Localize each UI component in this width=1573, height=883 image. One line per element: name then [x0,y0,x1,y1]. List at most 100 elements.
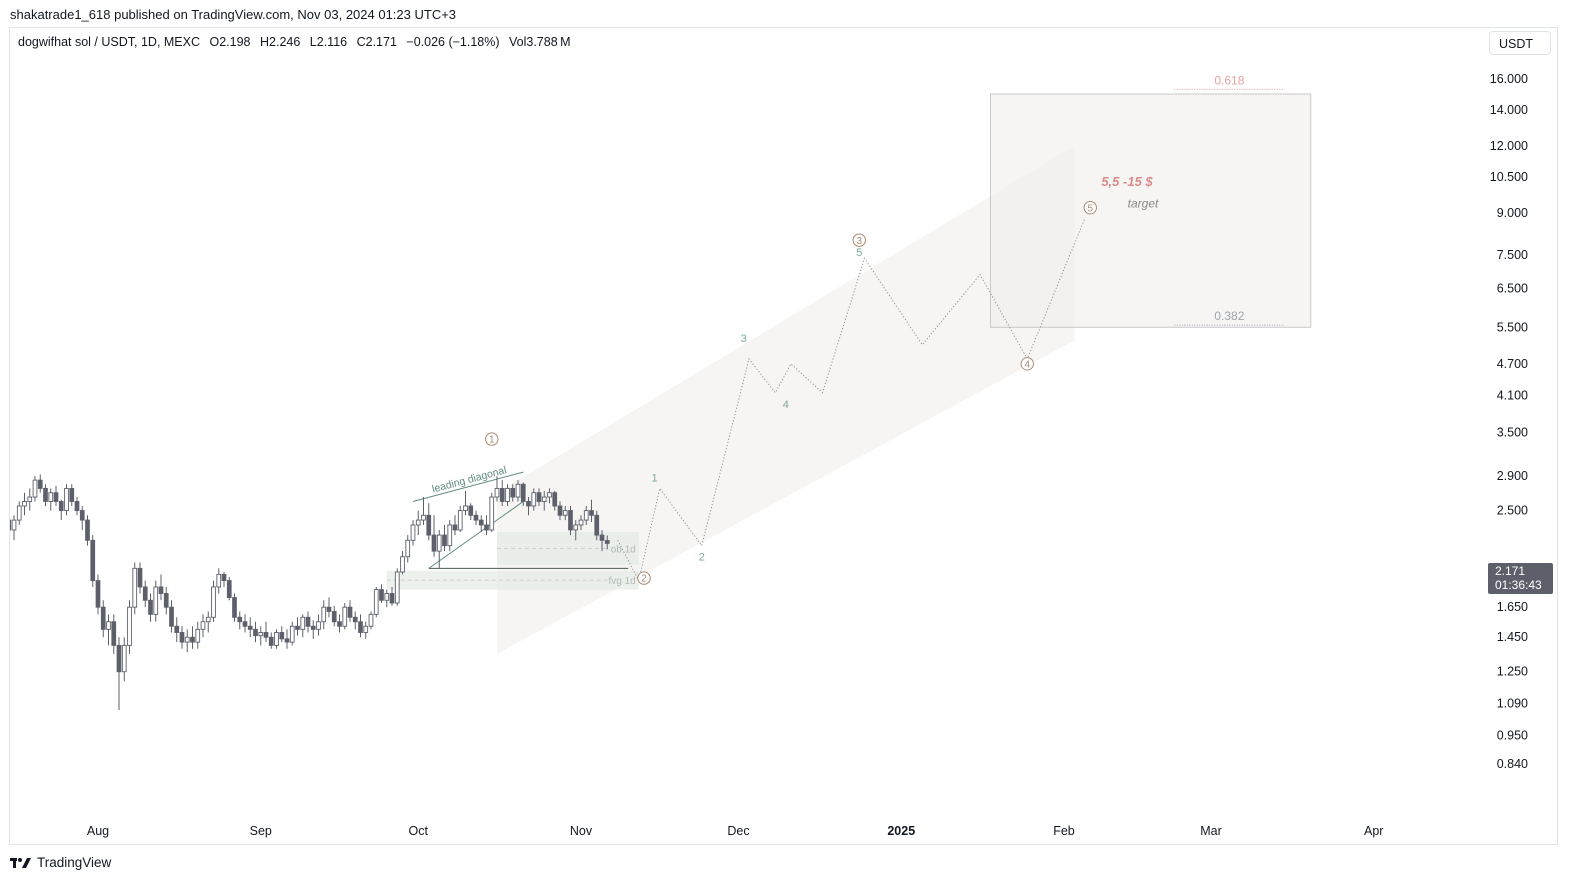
candle [447,520,453,552]
candle [321,600,327,630]
candle-body-down [237,616,243,623]
candle [352,611,358,630]
y-tick-label: 5.500 [1497,320,1528,334]
candle [27,488,33,511]
wave-label-minor-4: 4 [783,399,789,411]
change-value: −0.026 (−1.18%) [406,35,500,49]
candle [389,586,395,606]
candle [174,617,180,643]
candle-body-up [127,606,132,646]
candle [505,484,510,506]
candle-body-down [358,621,363,633]
wave-circle [1083,200,1097,215]
candle-body-down [604,540,610,544]
currency-button[interactable]: USDT [1489,31,1551,55]
candle [594,510,600,541]
candle-body-down [510,487,516,498]
candle [510,484,516,502]
candle [526,497,531,516]
candle-body-down [499,487,505,502]
x-tick-label: Sep [250,824,272,838]
candle [247,617,253,638]
candle [121,637,127,682]
candle [289,621,295,646]
candle [347,600,353,622]
wave-label-primary-5: 5 [1087,203,1093,214]
candle-body-down [58,501,64,512]
candle-body-up [457,510,463,531]
candle-body-down [43,487,48,502]
candle-body-down [478,519,484,526]
y-tick-label: 1.650 [1497,600,1528,614]
candle [583,505,589,525]
symbol-name[interactable]: dogwifhat sol / USDT, 1D, MEXC [18,35,201,49]
candle-body-down [179,632,185,643]
candle-body-down [37,479,43,489]
candle-body-down [69,487,75,502]
publish-info: shakatrade1_618 published on TradingView… [10,7,457,22]
candle-body-up [494,487,500,498]
x-tick-label: Aug [87,824,109,838]
x-tick-label: Oct [409,824,429,838]
candle [562,505,568,521]
candle-body-down [242,621,248,627]
candle [274,629,279,649]
candle-body-down [589,510,594,516]
candle [232,593,237,622]
candle [163,586,169,615]
candle [184,629,190,653]
candle-body-down [484,524,489,531]
fib-label: 0.382 [1214,309,1244,323]
wave-label-primary-2: 2 [641,574,647,585]
candle [326,597,332,618]
candle [578,515,584,530]
candle-body-down [426,514,432,536]
plot-area [10,88,1312,711]
candle [137,562,143,594]
y-tick-label: 10.500 [1490,170,1528,184]
candle [263,621,269,643]
candle-body-up [211,586,216,618]
candle-body-down [74,501,80,512]
candle [400,551,405,575]
candle [158,574,164,601]
candle [37,474,43,493]
y-tick-label: 3.500 [1497,425,1528,439]
y-tick-label: 2.900 [1497,469,1528,483]
x-tick-label: Dec [727,824,749,838]
wave-label-primary-3: 3 [856,236,862,247]
candle-body-down [148,599,153,615]
candle-body-down [53,492,59,502]
candle-body-up [27,496,33,502]
tradingview-logo-icon [10,857,31,868]
candle-body-down [111,621,117,646]
candle-body-up [531,492,537,507]
zone-label: fvg 1d [609,576,636,587]
leading-diagonal-lower [428,501,524,569]
candle-body-up [184,636,190,643]
candle-body-down [169,606,174,627]
tradingview-logo[interactable]: TradingView [10,855,111,870]
candle [48,488,54,511]
candle [415,510,421,536]
candle [116,637,122,711]
candle [305,611,311,633]
candle-body-down [473,514,479,521]
candle-body-up [489,496,495,531]
candle-body-up [216,573,222,588]
candle-body-up [447,524,453,547]
candle-body-up [573,524,579,531]
candle [552,490,558,511]
candle-body-up [274,632,279,646]
wave-circle [1020,357,1034,371]
candle-body-up [400,556,405,573]
candle-body-up [32,479,38,498]
candle-body-down [379,589,384,601]
candle-body-up [48,492,54,502]
fib-label: 0.618 [1214,73,1244,87]
candle [520,482,526,506]
candle [494,476,500,502]
candle [169,600,174,633]
candle-body-up [583,510,589,521]
